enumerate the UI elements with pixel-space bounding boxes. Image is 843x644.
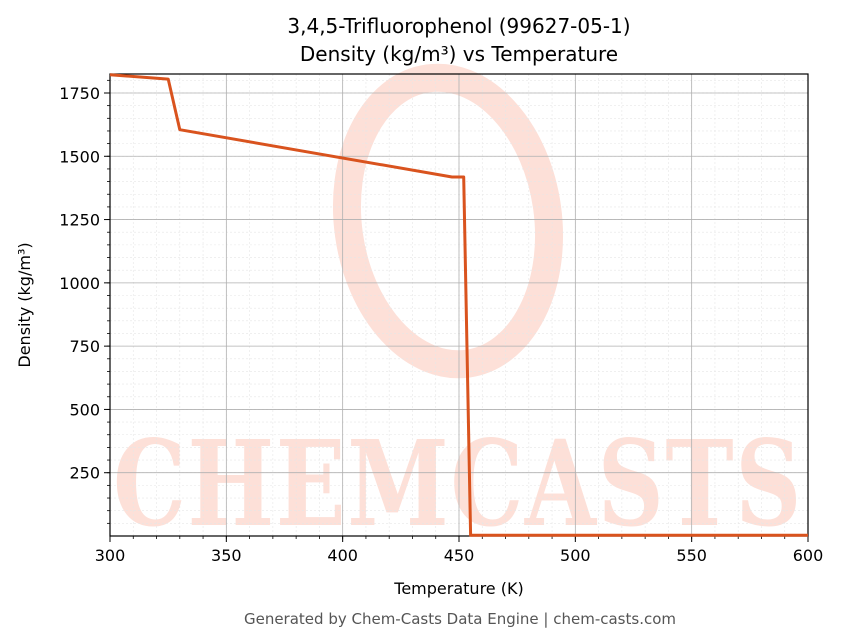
y-tick-label: 500 [69,400,100,419]
x-tick-label: 400 [327,546,358,565]
footer-credit: Generated by Chem-Casts Data Engine | ch… [244,610,676,628]
x-tick-label: 500 [560,546,591,565]
y-tick-label: 1250 [59,211,100,230]
x-tick-label: 550 [676,546,707,565]
density-series-line [109,73,808,537]
y-axis-label: Density (kg/m³) [15,242,34,367]
y-tick-label: 750 [69,337,100,356]
x-tick-label: 300 [95,546,126,565]
watermark-logo: CHEMCASTS [113,63,803,553]
y-tick-label: 1000 [59,274,100,293]
y-axis: 250 500 750 1000 1250 1500 1750 [59,79,110,524]
y-tick-label: 1500 [59,147,100,166]
watermark-text: CHEMCASTS [113,414,803,553]
chart-title-line2: Density (kg/m³) vs Temperature [300,42,618,66]
x-axis-label: Temperature (K) [393,579,523,598]
x-tick-label: 450 [444,546,475,565]
y-tick-label: 250 [69,464,100,483]
x-axis: 300 350 400 450 500 550 600 [95,536,824,565]
chart-title-line1: 3,4,5-Trifluorophenol (99627-05-1) [287,14,630,38]
series-layer [109,73,808,537]
y-tick-label: 1750 [59,84,100,103]
x-tick-label: 350 [211,546,242,565]
x-tick-label: 600 [793,546,824,565]
